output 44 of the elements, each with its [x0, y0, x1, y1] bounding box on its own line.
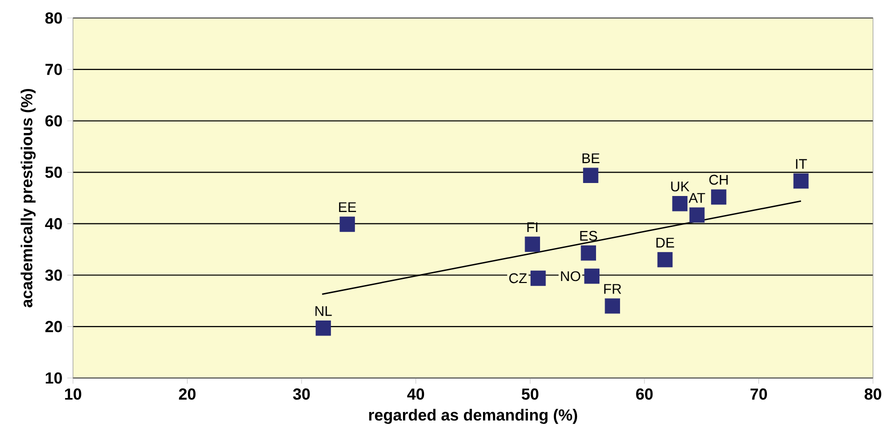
point: [793, 173, 809, 189]
annotation: IT: [796, 159, 807, 169]
point: [530, 270, 546, 286]
x-tick-label: 70: [750, 388, 767, 400]
annotation: NL: [315, 306, 332, 316]
y-tick-label: 60: [45, 115, 62, 127]
x-tick-label: 80: [864, 388, 882, 400]
point: [657, 252, 673, 268]
y-tick-label: 20: [45, 320, 62, 332]
point: [689, 207, 705, 223]
y-tick-label: 40: [45, 218, 62, 230]
annotation: CH: [709, 174, 728, 185]
y-tick-label: 10: [46, 372, 62, 384]
point: [340, 216, 355, 232]
point: [583, 168, 598, 183]
x-tick-label: 40: [407, 388, 424, 400]
point: [584, 268, 600, 284]
point: [524, 236, 540, 252]
y-tick-label: 70: [45, 64, 62, 76]
annotation: FI: [527, 222, 538, 232]
annotation: UK: [671, 182, 690, 192]
annotation: NO: [561, 271, 580, 282]
x-tick-label: 60: [636, 388, 653, 400]
x-tick-label: 50: [522, 388, 538, 400]
annotation: EE: [339, 202, 356, 212]
x-tick-label: 20: [178, 388, 196, 400]
y-tick-label: 30: [45, 269, 62, 281]
annotation: DE: [656, 238, 674, 248]
point: [580, 245, 596, 261]
x-axis-title: regarded as demanding (%): [369, 408, 578, 424]
annotation: CZ: [509, 273, 527, 284]
y-tick-label: 50: [45, 166, 62, 178]
y-tick-label: 80: [45, 12, 62, 24]
x-tick-label: 10: [65, 388, 82, 400]
point: [711, 189, 726, 205]
annotation: ES: [580, 230, 598, 241]
point: [672, 196, 688, 212]
point: [316, 320, 331, 336]
x-tick-label: 30: [293, 388, 310, 400]
point: [604, 298, 620, 314]
y-axis-title: academically prestigious (%): [20, 88, 36, 308]
annotation: FR: [604, 284, 622, 294]
annotation: BE: [582, 153, 600, 164]
annotation: AT: [688, 193, 706, 203]
